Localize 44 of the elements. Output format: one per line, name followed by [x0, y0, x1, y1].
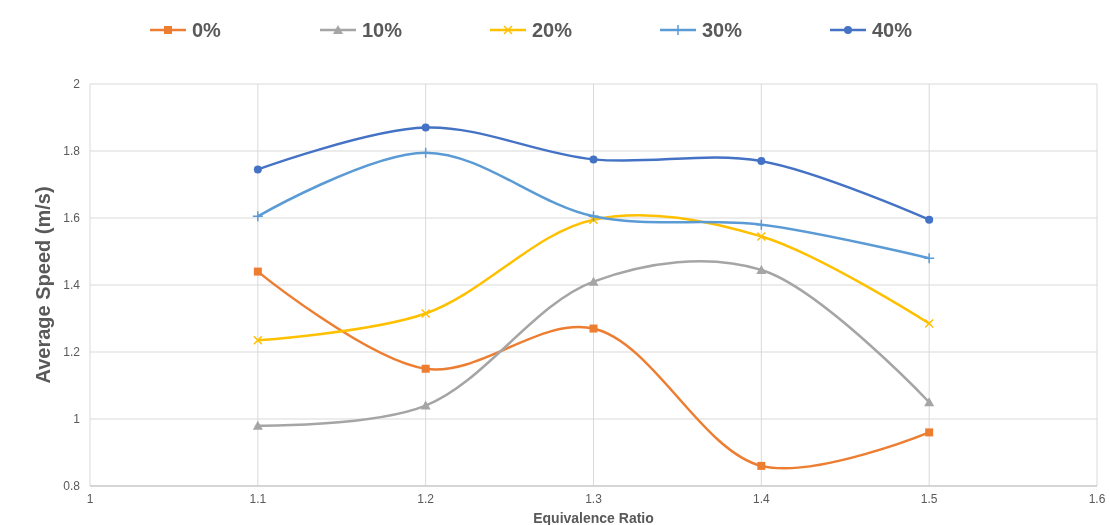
- y-axis-title: Average Speed (m/s): [32, 186, 54, 384]
- point: [420, 308, 431, 319]
- x-axis-title: Equivalence Ratio: [533, 510, 654, 525]
- legend-label: 40%: [872, 19, 913, 41]
- point: [757, 461, 766, 470]
- y-tick-label: 1.4: [63, 278, 81, 293]
- y-tick-label: 1: [73, 412, 81, 427]
- legend-label: 10%: [362, 19, 403, 41]
- point: [588, 276, 599, 286]
- y-tick-label: 0.8: [63, 479, 81, 494]
- point: [924, 397, 935, 407]
- point: [924, 318, 934, 329]
- point: [925, 215, 934, 224]
- x-tick-label: 1.5: [920, 492, 938, 506]
- legend-label: 30%: [702, 19, 743, 41]
- point: [756, 231, 767, 242]
- y-tick-label: 1.8: [63, 144, 81, 159]
- point: [252, 210, 264, 223]
- point: [757, 157, 766, 166]
- point: [923, 252, 935, 264]
- legend-label: 20%: [532, 19, 573, 41]
- point: [253, 165, 262, 174]
- point: [925, 428, 934, 437]
- point: [420, 400, 431, 410]
- x-tick-label: 1.3: [585, 492, 603, 506]
- y-tick-label: 1.6: [63, 211, 81, 226]
- legend-label: 0%: [192, 19, 222, 41]
- y-tick-label: 1.2: [63, 345, 81, 360]
- point: [589, 324, 598, 333]
- point: [253, 335, 263, 346]
- y-tick-label: 2: [73, 77, 81, 92]
- point: [587, 210, 600, 223]
- x-tick-label: 1.1: [249, 492, 267, 506]
- point: [589, 155, 598, 164]
- point: [421, 123, 430, 132]
- point: [756, 264, 767, 274]
- x-tick-label: 1: [86, 492, 94, 506]
- point: [253, 267, 262, 276]
- x-tick-label: 1.4: [752, 492, 770, 506]
- point: [421, 364, 430, 373]
- x-tick-label: 1.2: [417, 492, 435, 506]
- point: [755, 218, 768, 231]
- point: [252, 420, 263, 430]
- x-tick-label: 1.6: [1088, 492, 1106, 506]
